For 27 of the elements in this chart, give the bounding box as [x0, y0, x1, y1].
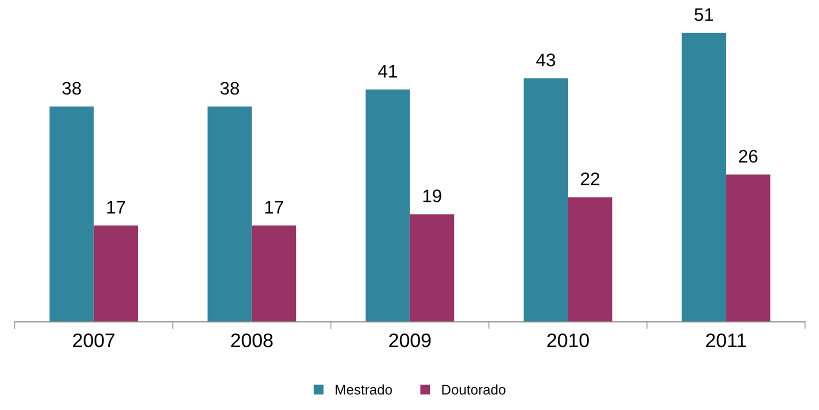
data-label: 41	[378, 65, 397, 78]
x-tick-label: 2007	[73, 333, 114, 348]
bar	[682, 32, 726, 322]
bar	[208, 106, 252, 322]
data-label: 51	[694, 8, 714, 21]
data-label: 38	[62, 82, 81, 95]
bar	[410, 214, 454, 322]
data-label: 17	[265, 201, 284, 214]
x-tick-label: 2009	[389, 333, 431, 348]
data-label: 19	[423, 190, 442, 202]
data-label: 17	[107, 201, 126, 214]
bar	[252, 226, 296, 322]
bar	[94, 226, 138, 322]
data-label: 26	[739, 150, 758, 163]
x-tick-label: 2008	[231, 333, 273, 348]
data-label: 22	[580, 172, 600, 186]
x-tick-label: 2010	[547, 333, 589, 348]
data-label: 38	[220, 82, 239, 95]
legend-label: Doutorado	[442, 384, 506, 395]
bar	[524, 78, 568, 322]
bar	[50, 106, 94, 322]
legend-label: Mestrado	[336, 384, 392, 395]
bar	[568, 197, 612, 322]
x-tick-label: 2011	[706, 333, 746, 348]
bar	[726, 174, 770, 322]
data-label: 43	[536, 54, 556, 66]
bar	[366, 90, 410, 322]
